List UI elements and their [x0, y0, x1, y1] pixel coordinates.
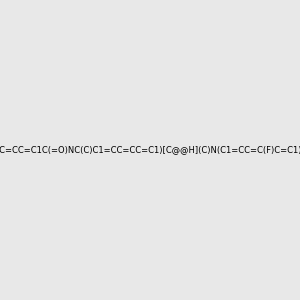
Text: O=C(NC1=CC=CC=C1C(=O)NC(C)C1=CC=CC=C1)[C@@H](C)N(C1=CC=C(F)C=C1)S(=O)(=O)C: O=C(NC1=CC=CC=C1C(=O)NC(C)C1=CC=CC=C1)[C…: [0, 146, 300, 154]
